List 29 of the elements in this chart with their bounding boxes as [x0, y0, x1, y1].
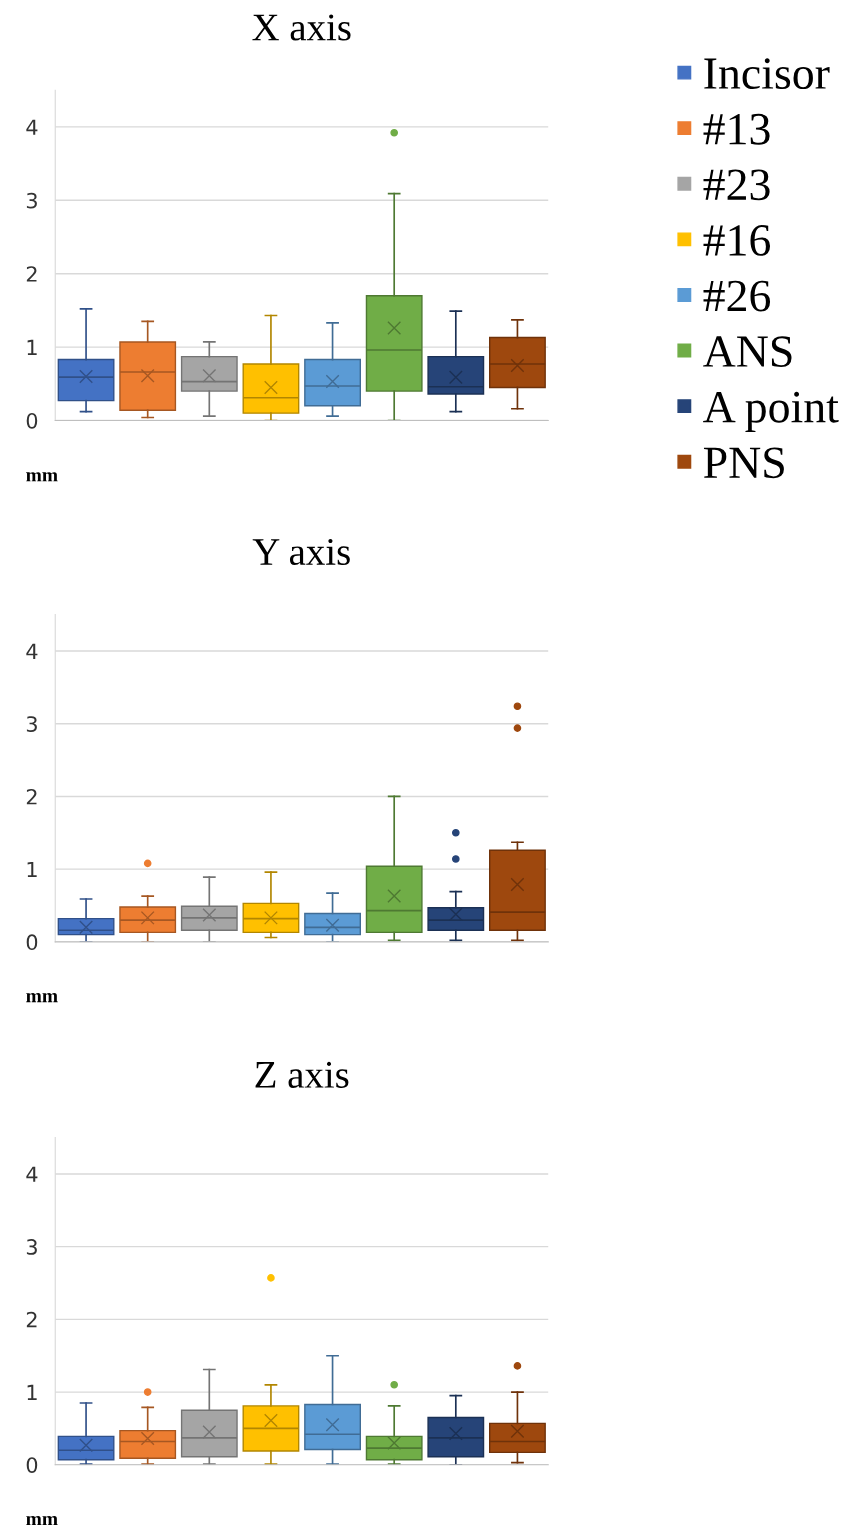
legend-label: Incisor: [704, 58, 830, 90]
chart-title: Y axis: [252, 538, 350, 566]
chart-title: Z axis: [255, 1061, 349, 1088]
y-tick-label: 4: [26, 119, 38, 135]
legend-label: #23: [703, 169, 770, 201]
chart-title: X axis: [252, 14, 351, 41]
y-tick-label: 3: [26, 1239, 37, 1255]
y-tick-label: 1: [27, 861, 37, 878]
legend-label: A point: [703, 391, 839, 432]
y-tick-label: 4: [26, 643, 38, 659]
y-tick-label: 4: [26, 1166, 38, 1182]
y-tick-label: 0: [26, 1457, 38, 1473]
y-tick-label: 2: [26, 788, 37, 805]
text: mm: [26, 1515, 58, 1526]
y-tick-label: 3: [26, 716, 37, 732]
legend-label: #26: [703, 280, 771, 312]
legend-label: PNS: [703, 447, 784, 479]
y-tick-label: 3: [26, 192, 37, 209]
y-tick-label: 0: [26, 412, 38, 429]
legend-label: ANS: [703, 336, 792, 368]
text: mm: [26, 472, 58, 482]
y-tick-label: 1: [27, 339, 37, 355]
y-tick-label: 2: [26, 1311, 37, 1328]
y-tick-label: 2: [26, 266, 37, 282]
y-tick-label: 1: [27, 1384, 37, 1400]
legend-label: #16: [703, 225, 771, 256]
text: mm: [26, 993, 58, 1003]
legend-label: #13: [703, 113, 770, 145]
y-tick-label: 0: [26, 934, 38, 951]
